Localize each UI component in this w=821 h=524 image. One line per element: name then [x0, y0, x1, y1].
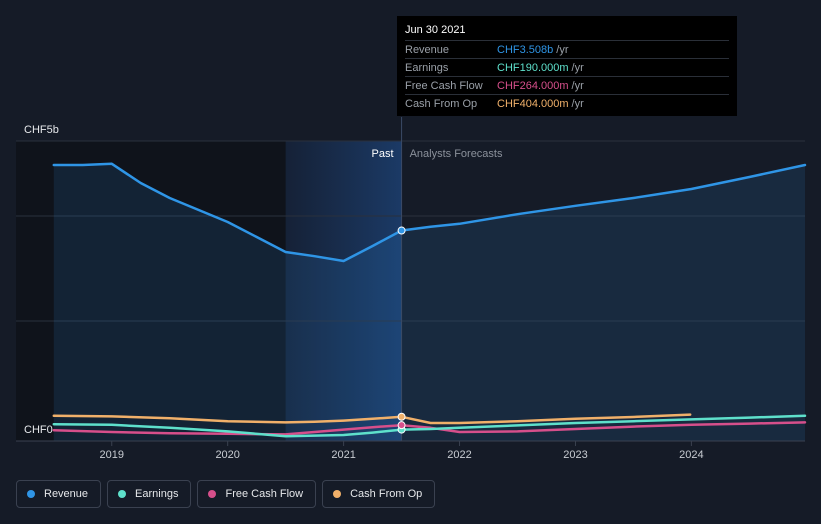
analysts-forecasts-label: Analysts Forecasts — [410, 148, 503, 160]
x-tick-label: 2023 — [563, 449, 587, 461]
revenue-area — [53, 163, 806, 442]
legend: Revenue Earnings Free Cash Flow Cash Fro… — [16, 480, 436, 508]
tooltip-row-label: Revenue — [405, 43, 450, 56]
series-line-cash-from-op — [52, 413, 692, 425]
legend-label: Free Cash Flow — [225, 488, 304, 500]
legend-dot-icon — [118, 490, 127, 498]
legend-item-free-cash-flow[interactable]: Free Cash Flow — [197, 480, 317, 508]
legend-item-earnings[interactable]: Earnings — [107, 480, 192, 508]
tooltip-row-value: CHF404.000m — [497, 97, 569, 110]
tooltip-row-label: Cash From Op — [405, 97, 478, 110]
legend-label: Earnings — [135, 488, 179, 500]
x-axis-ticks: 2019 2020 2021 2022 2023 2024 — [100, 441, 704, 461]
tooltip-row-value: CHF264.000m — [497, 79, 569, 92]
legend-item-revenue[interactable]: Revenue — [16, 480, 102, 508]
tooltip-row-free-cash-flow: Free Cash Flow CHF264.000m /yr — [405, 76, 729, 94]
legend-item-cash-from-op[interactable]: Cash From Op — [322, 480, 436, 508]
series-line-revenue — [52, 162, 807, 263]
tooltip-row-revenue: Revenue CHF3.508b /yr — [405, 40, 729, 58]
tooltip-row-unit: /yr — [556, 43, 569, 56]
x-tick-label: 2019 — [100, 449, 124, 461]
x-tick-label: 2020 — [215, 449, 239, 461]
hover-markers — [397, 226, 406, 434]
marker-cash-from-op — [397, 412, 406, 421]
tooltip-row-earnings: Earnings CHF190.000m /yr — [405, 58, 729, 76]
tooltip-row-value: CHF3.508b — [497, 43, 554, 56]
marker-revenue — [397, 226, 406, 235]
legend-label: Revenue — [44, 488, 89, 500]
tooltip-row-label: Earnings — [405, 61, 449, 74]
tooltip-row-unit: /yr — [571, 79, 584, 92]
legend-dot-icon — [27, 490, 35, 498]
y-tick-label-top: CHF5b — [24, 124, 59, 136]
tooltip-row-value: CHF190.000m — [497, 61, 569, 74]
legend-label: Cash From Op — [350, 488, 423, 500]
tooltip-row-cash-from-op: Cash From Op CHF404.000m /yr — [405, 94, 729, 112]
past-label: Past — [372, 148, 394, 160]
x-tick-label: 2021 — [331, 449, 355, 461]
chart: CHF5b CHF0 Past Analysts Forecasts 2019 2… — [16, 117, 807, 461]
x-tick-label: 2022 — [447, 449, 471, 461]
legend-dot-icon — [208, 490, 217, 498]
tooltip-date: Jun 30 2021 — [405, 24, 466, 36]
x-tick-label: 2024 — [679, 449, 703, 461]
tooltip-row-unit: /yr — [571, 61, 584, 74]
y-tick-label-bottom: CHF0 — [24, 424, 53, 436]
tooltip-row-label: Free Cash Flow — [405, 79, 483, 92]
highlight-region — [285, 141, 402, 441]
marker-free-cash-flow — [397, 421, 406, 430]
legend-dot-icon — [333, 490, 342, 498]
tooltip-row-unit: /yr — [571, 97, 584, 110]
tooltip: Jun 30 2021 Revenue CHF3.508b /yr Earnin… — [397, 16, 737, 116]
